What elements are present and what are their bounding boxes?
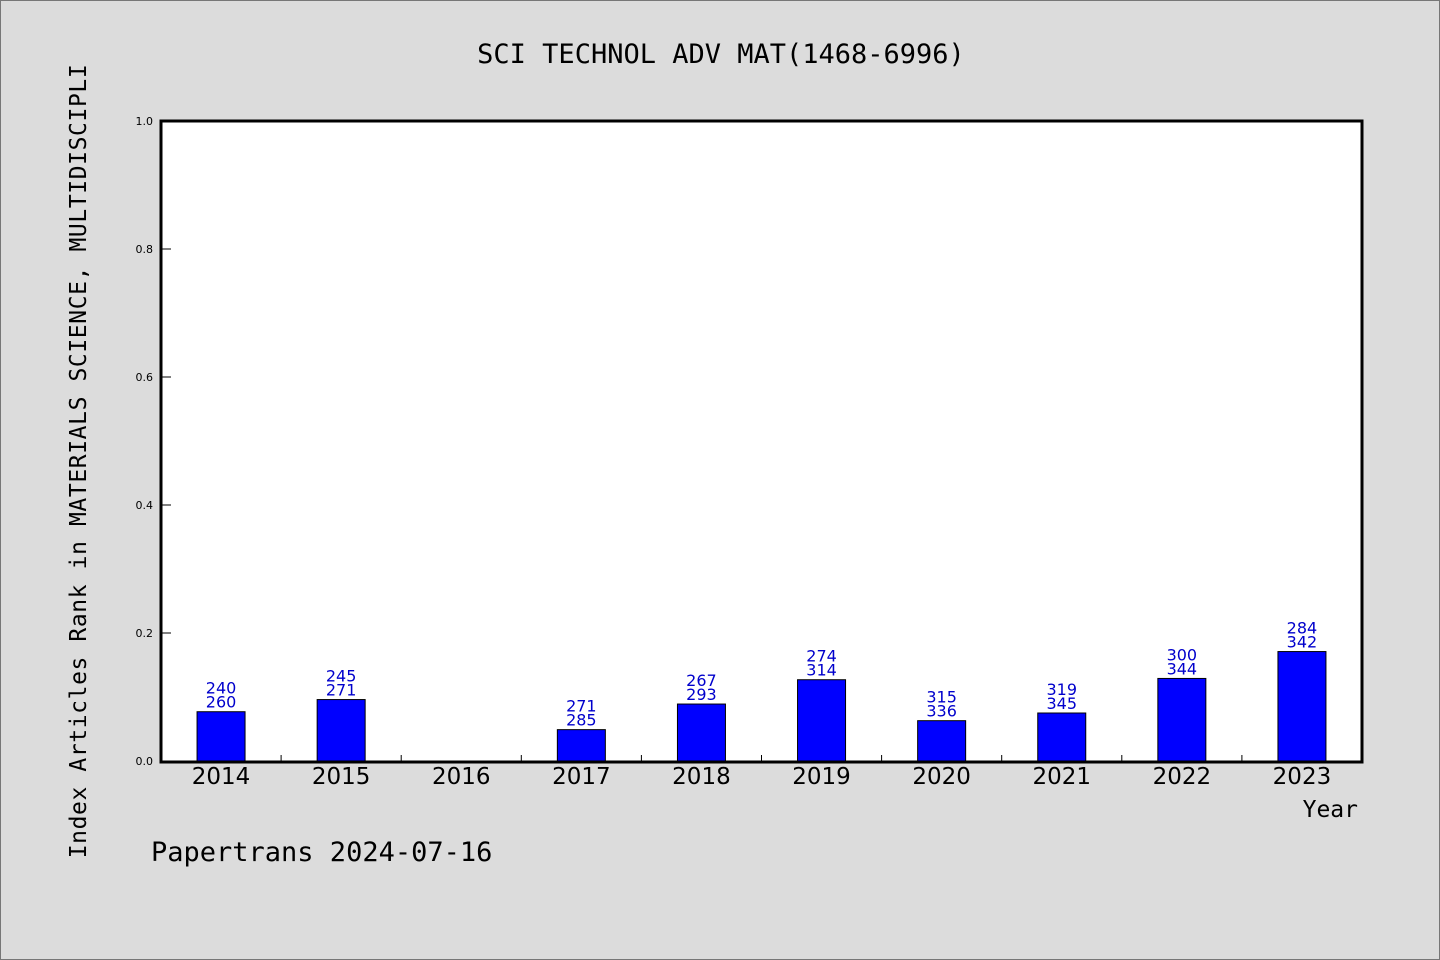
chart-title: SCI TECHNOL ADV MAT(1468-6996) xyxy=(477,39,965,70)
footer-credit: Papertrans 2024-07-16 xyxy=(151,837,493,868)
bar-rank-label: 271 xyxy=(566,697,597,716)
bar-total-label: 314 xyxy=(806,661,837,680)
x-tick-label: 2016 xyxy=(432,764,491,790)
bar-2021 xyxy=(1037,712,1087,762)
bar-total-label: 344 xyxy=(1167,659,1198,678)
x-tick-label: 2018 xyxy=(672,764,731,790)
bar-rank-label: 319 xyxy=(1046,680,1077,699)
bar-rank-label: 267 xyxy=(686,671,717,690)
x-tick-label: 2015 xyxy=(312,764,371,790)
bar-total-label: 342 xyxy=(1287,633,1318,652)
x-tick-label: 2020 xyxy=(912,764,971,790)
y-tick-label: 0.0 xyxy=(136,755,154,768)
bar-total-label: 345 xyxy=(1046,694,1077,713)
bar-total-label: 271 xyxy=(326,681,357,700)
x-tick-label: 2017 xyxy=(552,764,611,790)
x-tick-label: 2023 xyxy=(1273,764,1332,790)
bar-rank-label: 300 xyxy=(1167,645,1198,664)
bar-2023 xyxy=(1277,651,1327,762)
x-tick-label: 2014 xyxy=(192,764,251,790)
bar-2015 xyxy=(316,699,366,762)
bar-rank-label: 274 xyxy=(806,647,837,666)
bar-rank-label: 315 xyxy=(926,688,957,707)
y-tick-label: 0.6 xyxy=(136,371,154,384)
bar-total-label: 336 xyxy=(926,702,957,721)
x-axis: 2014 2015 2016 2017 2018 2019 2020 2021 2022 2023 xyxy=(192,755,1331,790)
x-axis-label: Year xyxy=(1302,797,1358,823)
x-tick-label: 2021 xyxy=(1032,764,1091,790)
bar-2018 xyxy=(676,703,726,762)
bar-total-label: 293 xyxy=(686,685,717,704)
y-tick-label: 1.0 xyxy=(136,115,154,128)
y-tick-label: 0.2 xyxy=(136,627,154,640)
bar-total-label: 260 xyxy=(206,693,237,712)
bar-2014 xyxy=(196,711,246,762)
bar-2017 xyxy=(556,729,606,762)
bar-2022 xyxy=(1157,677,1207,762)
y-tick-label: 0.4 xyxy=(136,499,154,512)
bar-2019 xyxy=(797,679,847,762)
y-tick-label: 0.8 xyxy=(136,243,154,256)
x-tick-label: 2022 xyxy=(1153,764,1212,790)
bar-total-label: 285 xyxy=(566,711,597,730)
bar-2020 xyxy=(917,720,967,762)
plot-frame xyxy=(159,119,1364,764)
y-axis: 0.0 0.2 0.4 0.6 0.8 1.0 xyxy=(136,115,171,768)
bar-rank-label: 284 xyxy=(1287,619,1318,638)
bar-rank-label: 245 xyxy=(326,667,357,686)
x-tick-label: 2019 xyxy=(792,764,851,790)
bar-rank-label: 240 xyxy=(206,679,237,698)
